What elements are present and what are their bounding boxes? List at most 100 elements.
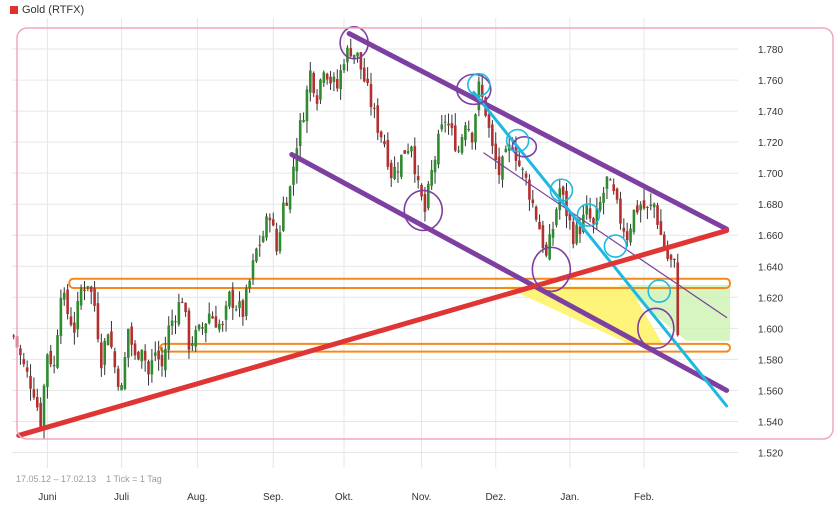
upper-channel-line [346,31,730,232]
candle-body [400,154,403,177]
candle-body [62,292,66,300]
candle-body [662,234,666,249]
y-tick-label: 1.560 [758,386,783,397]
candle-body [160,354,164,367]
candle-body [100,342,103,369]
candle-body [649,204,653,206]
candle-body [504,148,508,152]
candle-body [103,340,106,365]
chart-frame [16,27,834,440]
candle-body [214,316,218,328]
candle-body [453,125,457,151]
x-tick-label: Okt. [335,492,353,503]
candle-body [211,316,214,319]
candle-body [406,151,410,154]
candle-body [322,72,326,83]
candle-body [538,221,541,230]
candle-body [255,248,258,262]
pivot-circle [531,246,572,293]
candle-body [673,258,676,261]
candle-body [12,335,15,337]
candle-body [410,146,413,152]
candle-body [437,133,440,165]
candle-body [147,361,150,375]
candle-body [292,166,295,185]
candle-body [315,95,319,104]
x-tick-label: Nov. [412,492,432,503]
y-tick-label: 1.720 [758,138,783,149]
candle-body [56,335,59,368]
candle-body [474,114,477,143]
candle-body [32,389,36,398]
x-tick-label: Juni [38,492,56,503]
candle-body [180,301,184,303]
candle-body [629,228,632,243]
candle-body [130,326,133,345]
candle-body [93,288,96,306]
candle-body [66,289,69,314]
candle-body [518,160,521,166]
candle-body [443,121,447,123]
candle-body [201,327,204,329]
y-tick-label: 1.580 [758,355,783,366]
candle-body [312,72,315,94]
y-tick-label: 1.640 [758,262,783,273]
pivot-circle [511,135,538,158]
candle-body [615,188,619,200]
candle-body [69,316,73,325]
pivot-circle [339,26,369,60]
candle-body [602,192,605,203]
y-tick-label: 1.760 [758,76,783,87]
y-tick-label: 1.740 [758,107,783,118]
candle-body [275,228,278,252]
candle-body [430,169,433,186]
y-tick-label: 1.540 [758,417,783,428]
candle-body [457,150,460,152]
candle-body [319,79,322,100]
candle-body [133,343,137,356]
candle-body [329,76,332,84]
candle-body [187,310,191,350]
candle-body [656,205,659,225]
candle-body [612,184,616,192]
candle-body [356,52,359,57]
orange-band-1 [159,342,731,353]
candle-body [646,206,649,209]
candle-body [440,124,444,130]
candle-body [288,186,292,210]
candle-body [86,286,90,288]
candle-body [110,331,113,348]
candle-body [143,350,147,361]
candle-body [19,348,22,356]
candle-body [238,301,241,309]
candle-body [339,70,342,90]
candle-body [487,114,491,128]
candle-body [116,368,120,387]
candle-body [184,302,187,313]
candle-body [568,212,572,221]
candle-body [261,236,265,242]
legend-title: Gold (RTFX) [22,4,85,16]
candle-body [524,173,528,178]
candle-body [666,246,669,259]
candle-body [123,357,127,389]
pivot-circle [403,189,444,232]
candle-body [359,52,363,70]
x-tick-label: Aug. [187,492,208,503]
candle-body [221,323,224,325]
candle-body [427,183,430,209]
candle-body [285,202,289,206]
candle-body [497,156,501,176]
candle-body [309,70,312,93]
candle-body [76,301,80,330]
candle-body [248,280,251,289]
candle-body [396,171,400,173]
candle-body [174,321,177,323]
y-tick-label: 1.660 [758,231,783,242]
candle-body [204,323,208,334]
thin-channel-line [483,152,728,319]
y-tick-label: 1.680 [758,200,783,211]
candle-body [298,120,302,146]
y-tick-label: 1.620 [758,293,783,304]
